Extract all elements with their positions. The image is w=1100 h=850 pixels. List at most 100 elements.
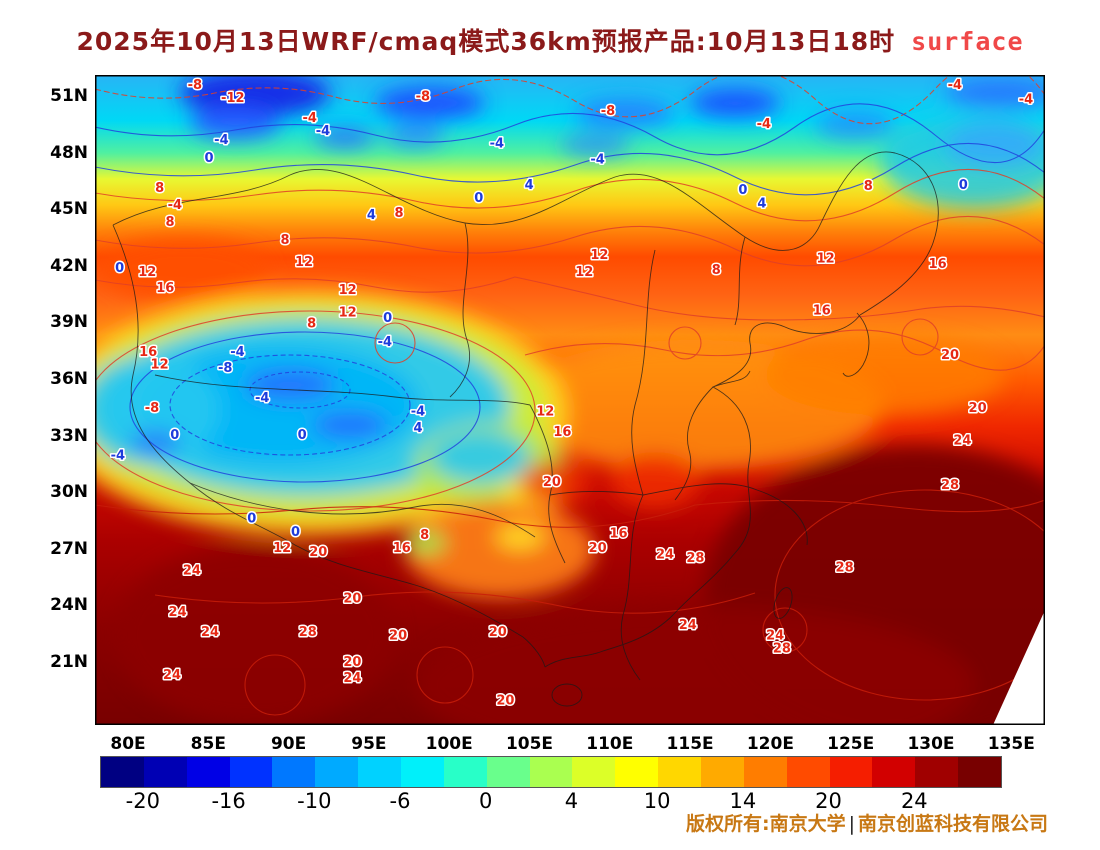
lat-tick-label: 21N [50,652,88,672]
colorbar-tick: 0 [479,789,493,813]
contour-label: 8 [280,233,289,248]
lat-tick-label: 30N [50,482,88,503]
colorbar-tick: 24 [900,789,928,813]
copyright-left: 版权所有:南京大学 [685,813,846,835]
contour-label: 24 [169,605,187,620]
lon-tick-label: 130E [907,734,955,754]
colorbar-tick: -6 [389,789,411,813]
contour-label: 20 [589,541,607,556]
colorbar-cell [915,757,959,787]
contour-label: 20 [496,693,514,708]
temperature-field-features [95,75,1045,725]
contour-label: 12 [138,265,156,280]
colorbar-cell [829,757,873,787]
colorbar-tick: -16 [211,789,246,813]
contour-label: 16 [929,257,947,272]
contour-label: -4 [302,111,316,126]
contour-label: 28 [836,561,854,576]
contour-label: 24 [201,625,219,640]
contour-label: 0 [298,428,307,443]
contour-label: 4 [525,178,534,193]
contour-label: -4 [757,117,771,132]
contour-label: 0 [474,191,483,206]
colorbar-tick: 4 [564,789,579,813]
lat-tick-label: 45N [50,199,88,220]
taiwan-island [773,587,793,619]
contour-label: -8 [601,104,615,119]
lon-tick-label: 110E [586,734,634,754]
colorbar-cell [615,757,659,787]
contour-label: 8 [165,215,174,230]
contour-label: 8 [394,206,403,221]
colorbar-cell [786,757,830,787]
province-boundaries [112,151,939,707]
colorbar-tick: 20 [815,789,842,813]
contour-label: 16 [609,526,627,541]
colorbar-cell [272,757,316,787]
contour-label: 16 [553,425,571,440]
contour-label: 28 [941,478,959,493]
contour-label: 0 [291,525,300,540]
lat-tick-label: 51N [50,86,88,106]
lon-tick-label: 80E [110,734,146,754]
lat-tick-label: 36N [50,369,88,389]
lon-tick-label: 135E [987,734,1035,754]
copyright-footer: 版权所有:南京大学 | 南京创蓝科技有限公司 [686,809,1048,836]
contour-label: -4 [111,448,125,463]
contour-label: 24 [343,671,361,686]
contour-label: 28 [773,641,791,656]
contour-label: -12 [221,91,245,106]
contour-label: 12 [273,541,291,556]
contour-label: 28 [299,625,317,640]
contour-label: -4 [230,345,244,360]
contour-label: -4 [168,198,182,213]
contour-label: 12 [590,248,608,263]
page-title-main: 2025年10月13日WRF/cmaq模式36km预报产品:10月13日18时 [76,27,896,56]
contour-label: -8 [188,78,202,93]
contour-label: 12 [295,255,313,270]
lon-tick-label: 100E [425,734,473,754]
lat-tick-label: 24N [50,595,88,616]
contour-label: 24 [766,628,784,643]
colorbar-tick: 14 [729,789,757,813]
colorbar-cell [401,757,444,787]
colorbar-cell [701,757,744,787]
colorbar-cell [486,757,530,787]
colorbar-cell [101,757,144,787]
contour-label: 8 [864,179,873,194]
contour-label: 12 [339,305,357,320]
contour-label: -4 [948,78,962,93]
contour-label: 20 [343,655,361,670]
colorbar-cell [229,757,273,787]
colorbar-cell [958,757,1002,787]
lon-tick-label: 120E [746,734,794,754]
contour-label: -8 [145,401,159,416]
contour-label: -4 [316,124,330,139]
contour-label: 0 [204,151,213,166]
contour-label: 20 [489,625,507,640]
contour-label: -4 [590,153,604,168]
lat-tick-label: 39N [50,312,88,333]
page-title: 2025年10月13日WRF/cmaq模式36km预报产品:10月13日18时 s… [0,22,1100,58]
colorbar-cell [529,757,573,787]
contour-label: -4 [255,391,269,406]
contour-label: -8 [416,89,430,104]
colorbar-tick: -10 [297,789,332,813]
contour-label: 12 [575,265,593,280]
contour-label: 4 [367,208,376,223]
contour-label: 16 [393,541,411,556]
lon-tick-label: 95E [351,734,387,754]
colorbar-cell [443,757,487,787]
contour-label: 12 [817,251,835,266]
contour-label: -4 [378,335,392,350]
page-title-surface: surface [911,27,1024,56]
contour-label: 8 [155,181,164,196]
contour-label: 8 [420,528,429,543]
contour-label: -4 [214,133,228,148]
map-plot-area: -8 -12 -8 -8 -4 -4 -4 -4 -4 -4 -4 -4 0 0 4 0 4 0 8 8 -4 8 4 8 0 1… [95,75,1045,725]
colorbar-cell [143,757,187,787]
contour-label: 20 [941,348,959,363]
contour-label: -4 [1019,93,1033,108]
